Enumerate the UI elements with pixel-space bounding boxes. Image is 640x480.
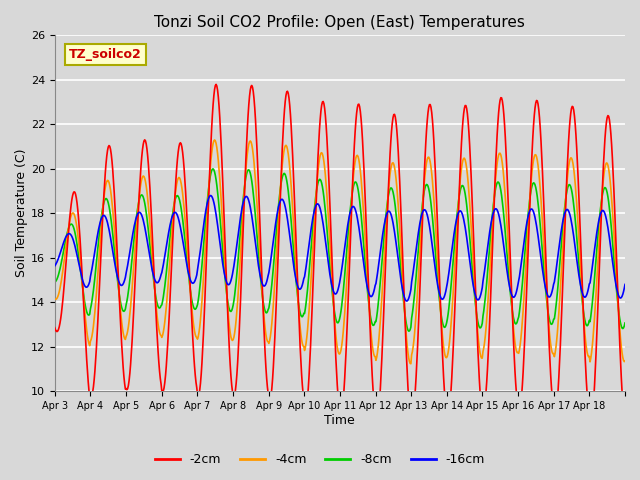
Text: TZ_soilco2: TZ_soilco2 (69, 48, 141, 61)
Y-axis label: Soil Temperature (C): Soil Temperature (C) (15, 149, 28, 277)
Title: Tonzi Soil CO2 Profile: Open (East) Temperatures: Tonzi Soil CO2 Profile: Open (East) Temp… (154, 15, 525, 30)
Legend: -2cm, -4cm, -8cm, -16cm: -2cm, -4cm, -8cm, -16cm (150, 448, 490, 471)
X-axis label: Time: Time (324, 414, 355, 427)
